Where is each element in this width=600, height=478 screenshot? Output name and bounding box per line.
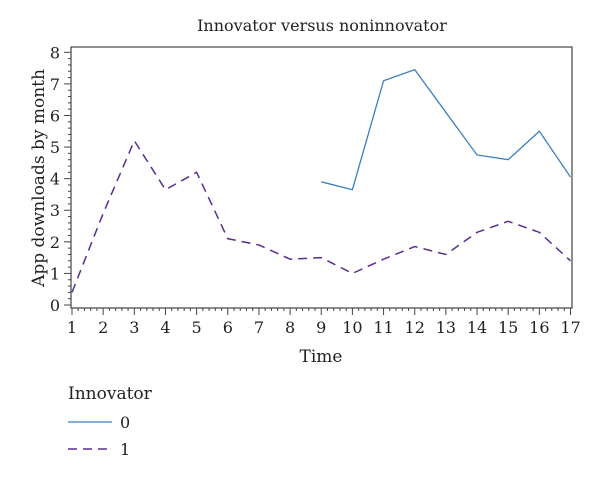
plot-frame — [71, 47, 572, 308]
y-tick-label: 6 — [50, 106, 60, 125]
y-tick-label: 5 — [50, 138, 60, 157]
legend-label-0: 0 — [120, 413, 130, 432]
x-tick-label: 9 — [316, 318, 326, 337]
x-tick-label: 2 — [98, 318, 108, 337]
legend-title: Innovator — [68, 384, 153, 404]
x-tick-label: 3 — [129, 318, 139, 337]
x-tick-label: 8 — [285, 318, 295, 337]
x-tick-label: 14 — [467, 318, 487, 337]
x-tick-label: 15 — [498, 318, 518, 337]
x-tick-label: 7 — [254, 318, 264, 337]
x-tick-label: 6 — [223, 318, 233, 337]
x-tick-label: 10 — [342, 318, 362, 337]
series-line-0 — [321, 70, 570, 190]
x-tick-label: 11 — [373, 318, 393, 337]
x-tick-label: 13 — [436, 318, 456, 337]
x-tick-label: 5 — [192, 318, 202, 337]
legend: Innovator 0 1 — [68, 384, 153, 459]
x-tick-label: 12 — [405, 318, 425, 337]
y-tick-label: 1 — [50, 264, 60, 283]
x-axis-label: Time — [300, 347, 343, 367]
chart-title: Innovator versus noninnovator — [197, 16, 447, 35]
series-line-1 — [72, 141, 571, 293]
x-tick-label: 4 — [160, 318, 170, 337]
x-tick-label: 1 — [67, 318, 77, 337]
y-tick-label: 8 — [50, 43, 60, 62]
x-tick-label: 17 — [560, 318, 580, 337]
y-tick-label: 4 — [50, 170, 60, 189]
y-tick-label: 2 — [50, 233, 60, 252]
y-tick-label: 0 — [50, 296, 60, 315]
legend-label-1: 1 — [120, 440, 130, 459]
x-tick-label: 16 — [529, 318, 549, 337]
y-tick-label: 3 — [50, 201, 60, 220]
y-tick-label: 7 — [50, 75, 60, 94]
y-axis-label: App downloads by month — [29, 69, 49, 288]
